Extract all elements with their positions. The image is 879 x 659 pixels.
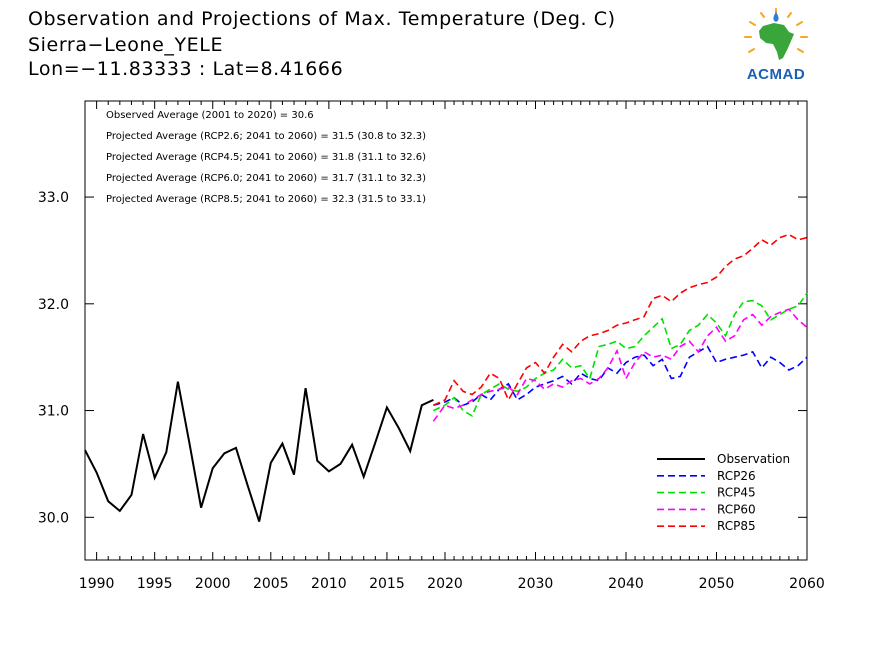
x-tick-label: 2015 (369, 576, 405, 592)
x-tick-labels: 1990 1995 2000 2005 2010 2015 2020 2030 2040 2050… (79, 576, 825, 592)
legend-label-rcp26: RCP26 (717, 469, 756, 483)
legend: Observation RCP26 RCP45 RCP60 RCP85 (657, 452, 790, 533)
location-name: Sierra−Leone_YELE (28, 34, 224, 56)
coordinates-label: Lon=−11.83333 : Lat=8.41666 (28, 58, 344, 80)
plot-frame (84, 100, 808, 561)
chart-title: Observation and Projections of Max. Temp… (28, 8, 616, 30)
x-tick-label: 2030 (518, 576, 554, 592)
x-tick-label: 2000 (195, 576, 231, 592)
annotation-line: Projected Average (RCP8.5; 2041 to 2060)… (106, 194, 426, 205)
logo-graphic (744, 8, 808, 60)
x-tick-label: 1995 (137, 576, 173, 592)
series-line-rcp60 (432, 308, 808, 422)
x-tick-label: 2010 (311, 576, 347, 592)
legend-label-observation: Observation (717, 452, 790, 466)
y-tick-labels: 30.0 31.0 32.0 33.0 (38, 190, 69, 526)
series-lines (84, 233, 808, 522)
legend-label-rcp85: RCP85 (717, 519, 756, 533)
x-tick-label: 2005 (253, 576, 289, 592)
x-tick-label: 2060 (789, 576, 825, 592)
y-tick-label: 31.0 (38, 404, 69, 420)
annotation-line: Projected Average (RCP6.0; 2041 to 2060)… (106, 173, 426, 184)
africa-map-logo-icon: ACMAD (736, 8, 816, 84)
x-tick-label: 2020 (427, 576, 463, 592)
y-tick-label: 33.0 (38, 190, 69, 206)
y-tick-label: 32.0 (38, 297, 69, 313)
x-tick-label: 2040 (608, 576, 644, 592)
annotation-line: Projected Average (RCP2.6; 2041 to 2060)… (106, 131, 426, 142)
series-line-rcp45 (433, 292, 808, 418)
annotation-block: Observed Average (2001 to 2020) = 30.6 Pr… (106, 110, 426, 205)
y-tick-label: 30.0 (38, 510, 69, 526)
series-line-rcp85 (433, 233, 808, 406)
axis-ticks (84, 101, 808, 560)
legend-label-rcp60: RCP60 (717, 502, 756, 516)
series-line-rcp26 (433, 345, 808, 407)
x-tick-label: 2050 (699, 576, 735, 592)
x-tick-label: 1990 (79, 576, 115, 592)
logo-text: ACMAD (746, 66, 806, 83)
annotation-line: Observed Average (2001 to 2020) = 30.6 (106, 110, 314, 121)
series-line-observation (84, 381, 434, 522)
legend-label-rcp45: RCP45 (717, 486, 756, 500)
annotation-line: Projected Average (RCP4.5; 2041 to 2060)… (106, 152, 426, 163)
